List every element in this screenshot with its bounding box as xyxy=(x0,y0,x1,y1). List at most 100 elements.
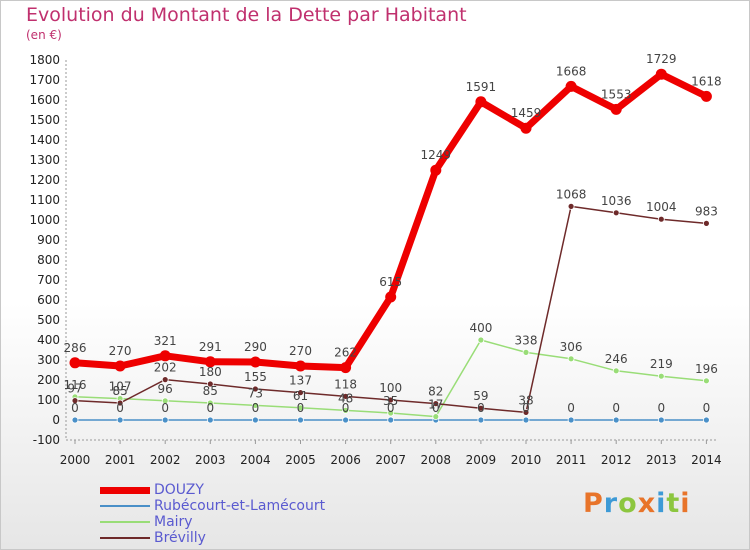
data-label-douzy: 615 xyxy=(379,275,402,289)
logo-letter: r xyxy=(603,488,619,519)
x-tick-label: 2004 xyxy=(240,453,271,467)
data-point-rub-court-et-lam-court xyxy=(477,416,485,424)
data-point-br-villy xyxy=(612,209,620,217)
y-tick-label: 1300 xyxy=(29,153,60,167)
data-point-douzy xyxy=(565,80,577,92)
y-tick-label: 300 xyxy=(37,353,60,367)
data-point-br-villy xyxy=(161,376,169,384)
y-tick-label: 1100 xyxy=(29,193,60,207)
data-label-douzy: 321 xyxy=(154,334,177,348)
legend-swatch-douzy xyxy=(100,487,150,494)
logo-letter: P xyxy=(583,488,604,519)
data-label-douzy: 1591 xyxy=(466,80,497,94)
data-label-br-villy: 180 xyxy=(199,365,222,379)
data-label-mairy: 48 xyxy=(338,391,353,405)
data-point-mairy xyxy=(342,406,350,414)
data-label-mairy: 85 xyxy=(203,384,218,398)
data-label-rub-court-et-lam-court: 0 xyxy=(71,401,79,415)
data-point-douzy xyxy=(340,362,352,374)
data-label-rub-court-et-lam-court: 0 xyxy=(297,401,305,415)
data-label-mairy: 61 xyxy=(293,389,308,403)
x-tick-label: 2002 xyxy=(150,453,181,467)
data-label-br-villy: 1036 xyxy=(601,194,632,208)
data-label-douzy: 1729 xyxy=(646,52,677,66)
x-tick-label: 2011 xyxy=(556,453,587,467)
data-point-douzy xyxy=(69,357,81,369)
y-tick-label: 1500 xyxy=(29,113,60,127)
chart-subtitle: (en €) xyxy=(26,28,62,42)
data-point-br-villy xyxy=(477,404,485,412)
x-tick-label: 2000 xyxy=(60,453,91,467)
data-point-mairy xyxy=(161,397,169,405)
data-label-rub-court-et-lam-court: 0 xyxy=(432,401,440,415)
data-label-mairy: 35 xyxy=(383,394,398,408)
data-labels: 0 0 0 0 0 0 0 0 0 0 0 0 0 0 0 116 107 96 85 73 61 48 35 17 400 33… xyxy=(64,52,722,415)
data-label-mairy: 400 xyxy=(469,321,492,335)
legend-swatch-brevilly xyxy=(100,537,150,539)
data-label-mairy: 338 xyxy=(515,333,538,347)
data-point-br-villy xyxy=(703,219,710,227)
data-point-mairy xyxy=(522,348,530,356)
data-label-douzy: 270 xyxy=(109,344,132,358)
data-point-rub-court-et-lam-court xyxy=(657,416,665,424)
data-point-rub-court-et-lam-court xyxy=(297,416,304,424)
data-point-br-villy xyxy=(657,215,665,223)
data-point-douzy xyxy=(520,122,532,134)
data-label-rub-court-et-lam-court: 0 xyxy=(116,401,124,415)
data-point-mairy xyxy=(703,377,710,385)
x-tick-label: 2007 xyxy=(375,453,406,467)
data-label-mairy: 116 xyxy=(64,378,87,392)
legend-label-douzy: DOUZY xyxy=(154,482,204,498)
data-label-rub-court-et-lam-court: 0 xyxy=(342,401,350,415)
data-label-douzy: 1553 xyxy=(601,87,632,101)
legend-item-mairy[interactable]: Mairy xyxy=(100,514,325,530)
legend-item-rubecourt[interactable]: Rubécourt-et-Lamécourt xyxy=(100,498,325,514)
y-tick-label: 1200 xyxy=(29,173,60,187)
data-point-douzy xyxy=(204,356,216,368)
legend-label-brevilly: Brévilly xyxy=(154,530,206,546)
data-label-douzy: 291 xyxy=(199,340,222,354)
data-label-rub-court-et-lam-court: 0 xyxy=(206,401,214,415)
y-tick-label: 800 xyxy=(37,253,60,267)
data-point-douzy xyxy=(114,360,126,372)
y-tick-label: 900 xyxy=(37,233,60,247)
x-tick-label: 2009 xyxy=(466,453,497,467)
data-label-mairy: 219 xyxy=(650,357,673,371)
x-tick-label: 2014 xyxy=(691,453,722,467)
x-tick-label: 2006 xyxy=(330,453,361,467)
data-label-mairy: 107 xyxy=(109,380,132,394)
y-tick-label: 0 xyxy=(52,413,60,427)
data-point-br-villy xyxy=(387,396,395,404)
data-label-br-villy: 118 xyxy=(334,377,357,391)
y-tick-label: 1000 xyxy=(29,213,60,227)
data-point-douzy xyxy=(610,103,622,115)
data-point-br-villy xyxy=(342,392,350,400)
y-tick-label: 500 xyxy=(37,313,60,327)
legend-item-douzy[interactable]: DOUZY xyxy=(100,482,325,498)
data-label-rub-court-et-lam-court: 0 xyxy=(387,401,395,415)
data-label-mairy: 196 xyxy=(695,362,718,376)
y-tick-label: 700 xyxy=(37,273,60,287)
data-label-rub-court-et-lam-court: 0 xyxy=(161,401,169,415)
data-point-rub-court-et-lam-court xyxy=(567,416,575,424)
data-point-mairy xyxy=(251,401,259,409)
data-point-mairy xyxy=(206,399,214,407)
axes: -100010020030040050060070080090010001100… xyxy=(29,53,721,467)
data-point-mairy xyxy=(567,355,575,363)
data-label-rub-court-et-lam-court: 0 xyxy=(567,401,575,415)
legend-item-brevilly[interactable]: Brévilly xyxy=(100,530,325,546)
data-point-br-villy xyxy=(567,202,575,210)
x-tick-label: 2008 xyxy=(421,453,452,467)
data-point-rub-court-et-lam-court xyxy=(703,416,710,424)
series-layer xyxy=(69,68,712,424)
data-label-douzy: 1249 xyxy=(421,148,452,162)
logo-letter: t xyxy=(666,488,681,519)
data-label-br-villy: 1004 xyxy=(646,200,677,214)
legend: DOUZY Rubécourt-et-Lamécourt Mairy Brévi… xyxy=(100,482,325,546)
data-point-br-villy xyxy=(206,380,214,388)
data-label-rub-court-et-lam-court: 0 xyxy=(252,401,260,415)
data-label-mairy: 306 xyxy=(560,340,583,354)
data-point-br-villy xyxy=(71,397,79,405)
series-line-douzy xyxy=(74,70,708,372)
